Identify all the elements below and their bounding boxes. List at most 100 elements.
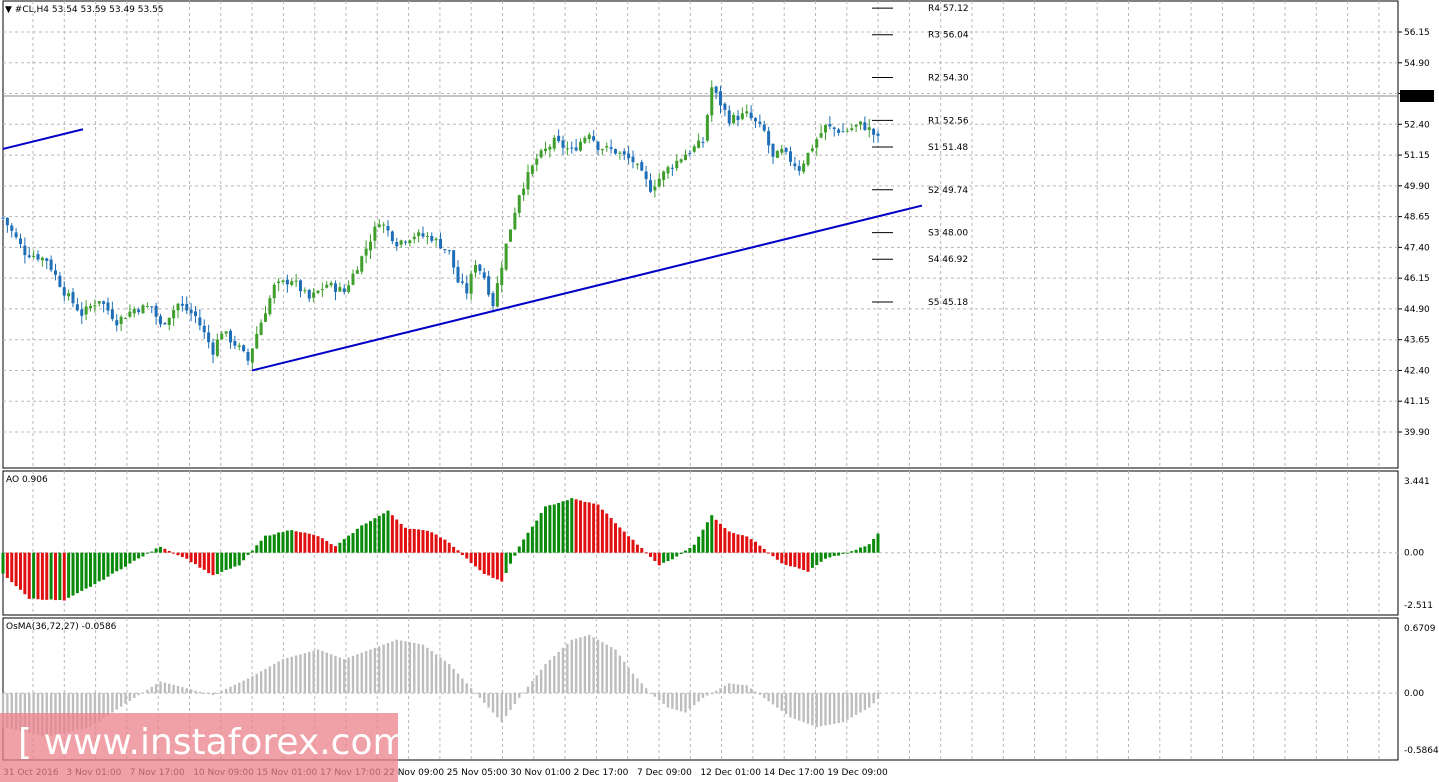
ao-bar <box>14 552 18 587</box>
osma-bar <box>491 693 495 713</box>
osma-bar <box>329 654 333 694</box>
pivot-label: R2 54.30 <box>928 74 969 84</box>
price-tick-label: 52.40 <box>1404 120 1430 130</box>
candle-body <box>430 235 434 241</box>
ao-bar <box>832 552 836 557</box>
candle-body <box>185 303 189 311</box>
osma-bar <box>649 693 652 695</box>
osma-bar <box>290 656 293 694</box>
ao-bar <box>609 518 613 553</box>
ao-bar <box>819 552 823 562</box>
candle-body <box>789 151 792 162</box>
candle-body <box>141 305 145 314</box>
ao-bar <box>740 535 744 553</box>
osma-bar <box>723 685 727 694</box>
candle-body <box>71 292 75 304</box>
ao-bar <box>255 545 259 553</box>
candle-body <box>421 233 425 237</box>
osma-bar <box>644 688 648 694</box>
ao-bar <box>762 548 766 553</box>
osma-bar <box>106 693 110 716</box>
osma-bar <box>671 693 674 709</box>
candle-body <box>89 305 92 309</box>
osma-bar <box>697 693 700 702</box>
osma-bar <box>364 651 368 694</box>
osma-bar <box>168 683 171 694</box>
ao-bar <box>491 552 495 578</box>
ao-bar <box>666 552 670 562</box>
osma-bar <box>71 693 75 731</box>
candle-body <box>233 340 237 346</box>
ao-bar <box>246 552 250 555</box>
candle-body <box>224 331 228 334</box>
osma-bar <box>824 693 827 726</box>
candle-body <box>32 255 36 257</box>
ao-bar <box>281 532 285 553</box>
ao-bar <box>605 513 609 553</box>
ao-bar <box>110 552 114 574</box>
candle-body <box>767 130 771 146</box>
osma-bar <box>334 655 337 694</box>
ao-bar <box>132 552 136 561</box>
price-tick-label: 49.90 <box>1404 182 1430 192</box>
candle-body <box>640 162 644 171</box>
osma-bar <box>609 647 613 694</box>
ao-bar <box>495 552 499 580</box>
ao-bar <box>745 536 749 553</box>
ao-bar <box>452 546 456 553</box>
osma-bar <box>273 663 276 694</box>
menu-triangle-icon[interactable]: ▼ <box>5 5 12 15</box>
ao-bar <box>570 498 574 553</box>
candle-body <box>329 282 333 286</box>
candle-body <box>399 240 403 245</box>
candle-body <box>364 248 368 256</box>
osma-bar <box>137 693 140 696</box>
osma-bar <box>111 693 114 713</box>
ao-bar <box>408 528 412 553</box>
candle-body <box>548 146 552 150</box>
candle-body <box>281 280 285 282</box>
ao-bar <box>417 529 421 553</box>
ao-bar <box>163 548 167 553</box>
osma-bar <box>741 684 744 694</box>
candle-body <box>176 303 180 311</box>
osma-bar <box>417 643 420 694</box>
candle-body <box>272 284 276 299</box>
candle-body <box>517 195 521 213</box>
candle-body <box>106 302 110 311</box>
candle-body <box>40 257 44 261</box>
candle-body <box>434 238 438 241</box>
time-axis-label: 12 Dec 01:00 <box>700 768 761 778</box>
ao-bar <box>237 552 241 566</box>
osma-bar <box>828 693 832 725</box>
candle-body <box>736 115 740 121</box>
ao-bar <box>220 552 224 572</box>
osma-bar <box>181 687 184 694</box>
ao-bar <box>434 534 438 553</box>
osma-bar <box>395 639 398 694</box>
osma-bar <box>758 693 762 695</box>
osma-bar <box>798 693 801 721</box>
candle-body <box>334 283 337 292</box>
candle-body <box>723 103 727 110</box>
osma-bar <box>242 680 245 694</box>
ao-bar <box>793 552 797 567</box>
candle-body <box>159 316 162 325</box>
osma-bar <box>115 693 118 710</box>
ao-bar <box>845 552 849 554</box>
osma-bar <box>452 668 455 694</box>
candle-body <box>810 148 814 152</box>
candle-body <box>570 147 574 149</box>
osma-bar <box>6 693 9 729</box>
osma-bar <box>535 675 538 694</box>
candle-body <box>719 91 722 106</box>
price-panel-frame <box>2 0 1399 469</box>
ao-bar <box>119 552 123 570</box>
ohlc-values: 53.54 53.59 53.49 53.55 <box>51 5 164 15</box>
candle-body <box>845 130 849 132</box>
candle-body <box>705 115 709 141</box>
candle-body <box>62 287 66 296</box>
osma-bar <box>80 693 83 730</box>
ao-bar <box>1 552 5 574</box>
ao-bar <box>141 552 145 557</box>
